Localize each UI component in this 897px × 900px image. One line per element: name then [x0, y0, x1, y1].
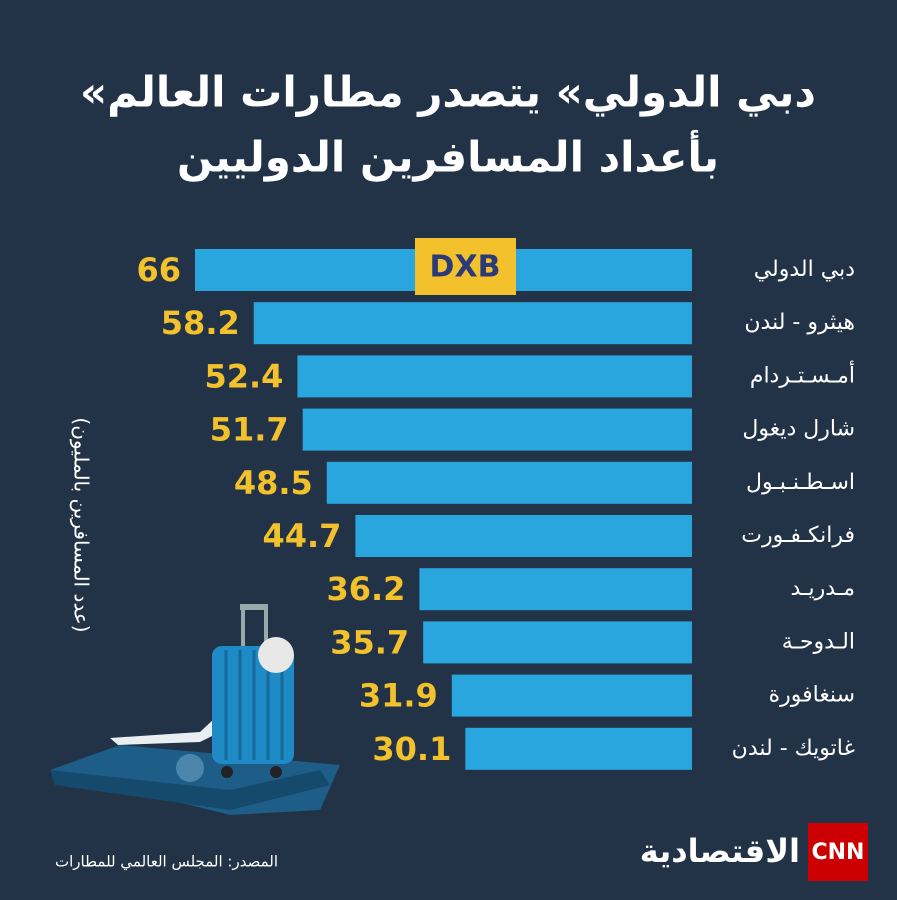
bar — [419, 568, 692, 611]
chart-title: «دبي الدولي» يتصدر مطارات العالم — [80, 68, 816, 118]
bar — [302, 408, 692, 451]
source: المصدر: المجلس العالمي للمطارات — [55, 853, 278, 872]
value-label: 31.9 — [359, 677, 438, 715]
bar — [253, 302, 692, 345]
value-label: 48.5 — [234, 464, 313, 502]
category-label: سنغافورة — [769, 683, 855, 708]
value-label: 36.2 — [326, 570, 405, 608]
category-label: شارل ديغول — [742, 417, 855, 442]
bar — [423, 621, 692, 664]
category-label: اسـطـنـبـول — [746, 470, 855, 495]
bar — [297, 355, 692, 398]
value-label: 66 — [136, 251, 181, 289]
value-label: 35.7 — [330, 623, 409, 661]
bar — [451, 674, 692, 717]
category-label: غاتويك - لندن — [732, 736, 855, 761]
brand-logo-text: CNN — [812, 840, 865, 865]
bar — [326, 461, 692, 504]
value-label: 51.7 — [210, 411, 289, 449]
bar — [355, 515, 692, 557]
bar — [465, 727, 692, 770]
value-label: 30.1 — [372, 730, 451, 768]
illustration — [50, 604, 340, 815]
category-label: مـدريـد — [790, 576, 855, 601]
badge — [415, 238, 516, 295]
category-label: دبي الدولي — [754, 257, 855, 282]
value-label: 52.4 — [204, 357, 283, 395]
chart-title: بأعداد المسافرين الدوليين — [177, 130, 719, 183]
category-label: هيثرو - لندن — [744, 310, 855, 335]
brand-logo — [808, 823, 868, 881]
value-label: 44.7 — [262, 517, 341, 555]
brand-name: الاقتصادية — [640, 832, 800, 870]
category-label: أمـسـتـردام — [750, 360, 855, 388]
value-label: 58.2 — [161, 304, 240, 342]
axis-label: (عدد المسافرين بالمليون) — [70, 417, 94, 632]
category-label: فرانكـفـورت — [741, 523, 855, 548]
category-label: الـدوحـة — [782, 629, 855, 654]
badge-text: DXB — [430, 250, 501, 285]
